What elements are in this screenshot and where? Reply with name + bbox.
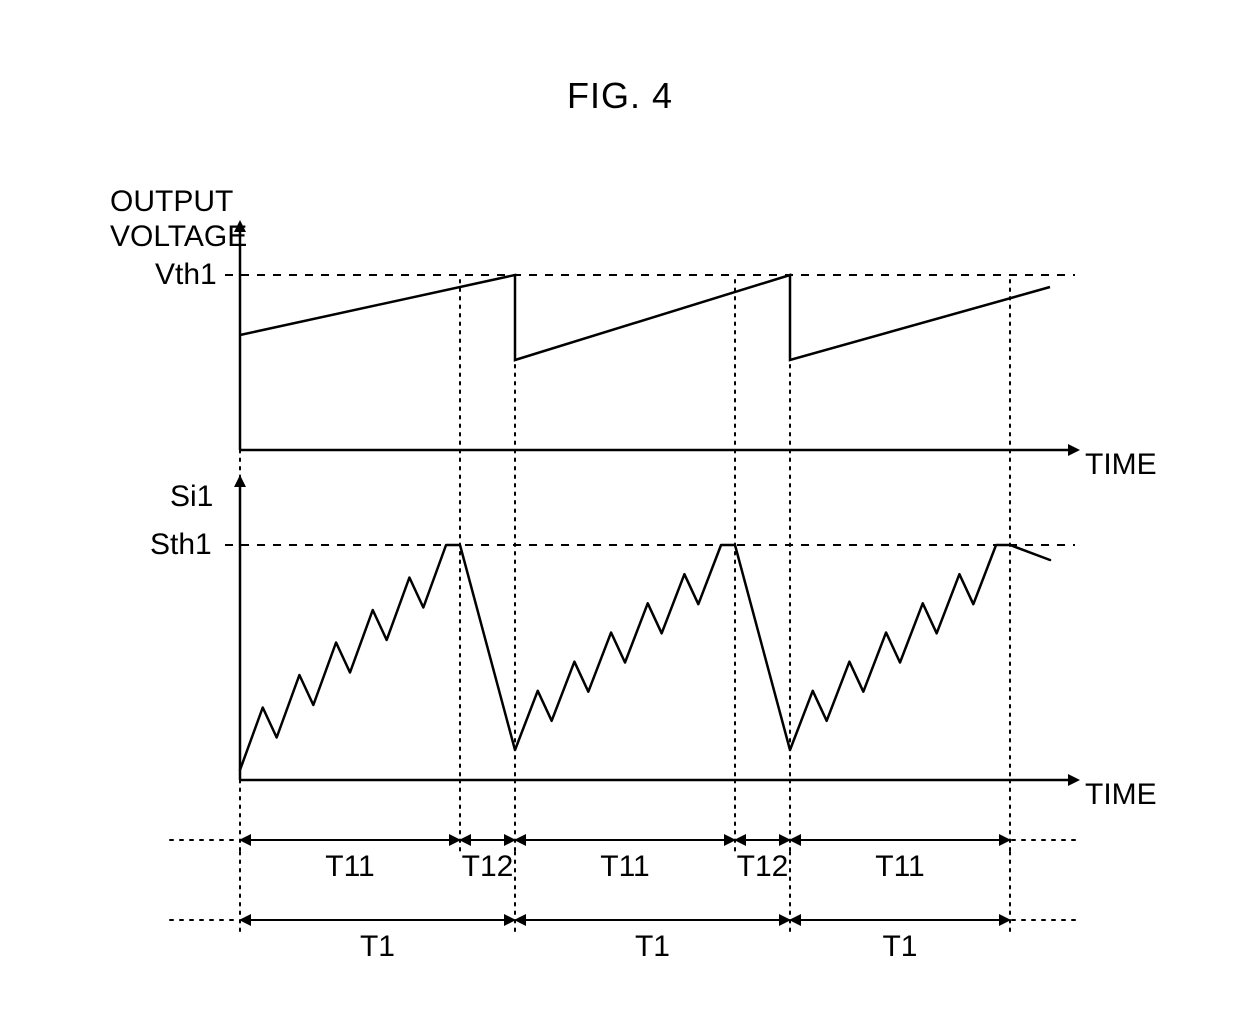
svg-text:T11: T11: [600, 850, 649, 883]
bottom-chart-x-label: TIME: [1085, 778, 1157, 812]
svg-text:T12: T12: [462, 850, 514, 883]
svg-text:T1: T1: [635, 930, 670, 963]
svg-text:T12: T12: [737, 850, 789, 883]
figure-title: FIG. 4: [0, 75, 1240, 117]
svg-text:T11: T11: [875, 850, 924, 883]
svg-text:T11: T11: [325, 850, 374, 883]
top-chart-threshold-label: Vth1: [155, 258, 217, 292]
bottom-chart-threshold-label: Sth1: [150, 528, 212, 562]
top-chart-x-label: TIME: [1085, 448, 1157, 482]
timing-diagram: T11 T12 T11 T12 T11 T1 T1 T1: [0, 0, 1240, 1031]
svg-text:T1: T1: [360, 930, 395, 963]
svg-text:T1: T1: [882, 930, 917, 963]
bottom-chart-y-label: Si1: [170, 480, 213, 514]
top-chart-y-label: OUTPUT VOLTAGE: [110, 185, 247, 254]
